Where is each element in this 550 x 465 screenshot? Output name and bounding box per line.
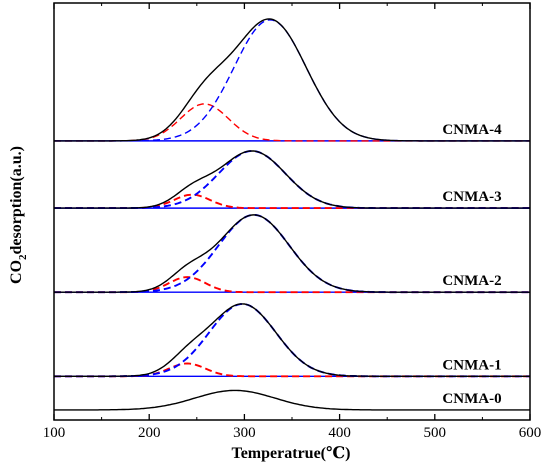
total-curve-cnma-0 (54, 389, 530, 411)
y-axis-title: CO2desorption(a.u.) (8, 146, 29, 284)
sample-labels-group: CNMA-0 CNMA-1 CNMA-2 CNMA-3 CNMA-4 (442, 122, 502, 407)
x-tick-label-400: 400 (328, 425, 351, 441)
x-tick-label-600: 600 (519, 425, 542, 441)
total-curve-cnma-1 (54, 303, 530, 377)
sample-label-cnma-4: CNMA-4 (442, 122, 502, 138)
sample-label-cnma-0: CNMA-0 (442, 391, 501, 407)
x-axis-title: Temperatrue(℃) (232, 445, 351, 462)
x-tick-label-500: 500 (424, 425, 447, 441)
sample-label-cnma-2: CNMA-2 (442, 273, 501, 289)
curves-group (54, 18, 530, 411)
total-curve-cnma-4 (54, 18, 530, 142)
total-curve-cnma-3 (54, 150, 530, 209)
axes-group: 100 200 300 400 500 600 (43, 2, 542, 441)
total-curve-cnma-2 (54, 214, 530, 293)
x-tick-label-200: 200 (138, 425, 161, 441)
y-axis-title-post: desorption(a.u.) (8, 146, 25, 254)
sample-label-cnma-1: CNMA-1 (442, 357, 501, 373)
y-axis-title-sub: 2 (17, 254, 29, 260)
x-tick-label-300: 300 (233, 425, 256, 441)
sample-label-cnma-3: CNMA-3 (442, 189, 501, 205)
y-axis-title-pre: CO (8, 260, 25, 284)
x-tick-label-100: 100 (43, 425, 66, 441)
